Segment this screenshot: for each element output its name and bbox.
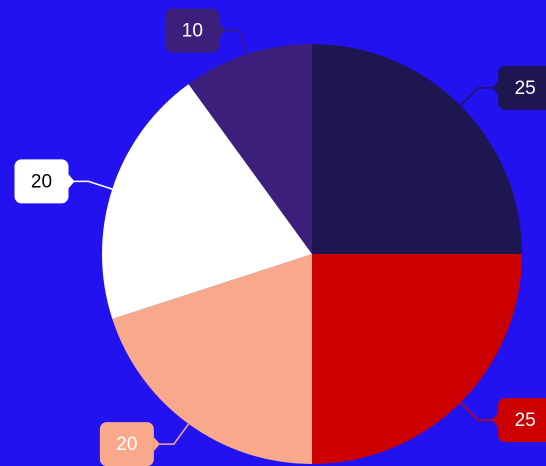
label-box <box>165 8 220 53</box>
pie-slice <box>188 44 312 254</box>
data-label: 10 <box>182 21 203 42</box>
pie-slice <box>102 84 313 319</box>
label-pointer <box>153 437 160 452</box>
label-box <box>498 398 546 443</box>
leader-line <box>459 87 499 107</box>
pie-slice <box>112 254 312 464</box>
data-label: 20 <box>116 434 137 455</box>
label-box <box>14 159 69 204</box>
leader-line <box>68 180 113 190</box>
leader-line <box>153 423 190 445</box>
label-pointer <box>68 174 75 189</box>
leader-line <box>219 29 248 55</box>
label-box <box>498 65 546 110</box>
data-label: 25 <box>515 410 536 431</box>
data-label: 20 <box>31 171 52 192</box>
label-pointer <box>492 80 499 95</box>
pie-slice <box>312 44 522 254</box>
label-pointer <box>492 413 499 428</box>
pie-slice <box>312 254 522 464</box>
leader-line <box>459 401 499 421</box>
label-pointer <box>219 23 226 38</box>
label-box <box>99 422 154 466</box>
data-label: 25 <box>515 78 536 99</box>
